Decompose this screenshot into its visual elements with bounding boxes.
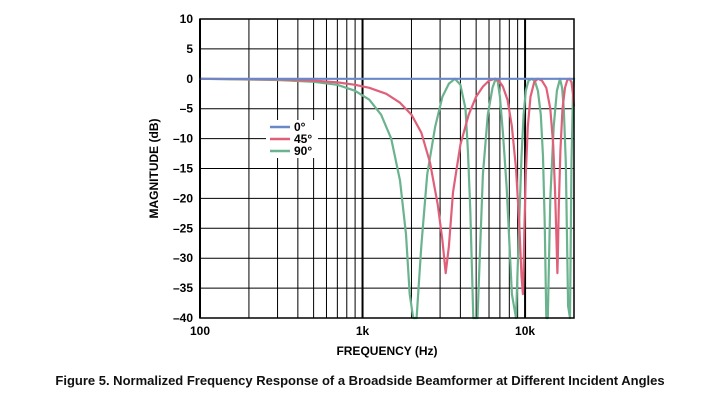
- figure-caption: Figure 5. Normalized Frequency Response …: [55, 373, 665, 388]
- y-tick-label: –30: [173, 251, 193, 265]
- plot-frame: [199, 18, 575, 319]
- x-axis-label: FREQUENCY (Hz): [336, 344, 437, 358]
- series-line-2: [198, 77, 576, 320]
- x-tick-label: 1k: [356, 324, 370, 338]
- legend-label: 90°: [294, 144, 312, 158]
- y-tick-label: –40: [173, 311, 193, 325]
- y-tick-label: –10: [173, 132, 193, 146]
- y-tick-label: –20: [173, 191, 193, 205]
- y-axis-label: MAGNITUDE (dB): [147, 119, 161, 219]
- y-tick-label: –15: [173, 162, 193, 176]
- y-tick-label: –35: [173, 281, 193, 295]
- y-tick-label: 10: [180, 12, 194, 26]
- y-tick-label: –5: [180, 102, 194, 116]
- y-tick-label: –25: [173, 221, 193, 235]
- series-layer: [198, 77, 576, 320]
- x-tick-label: 100: [190, 324, 210, 338]
- y-tick-label: 0: [186, 72, 193, 86]
- legend-label: 0°: [294, 120, 306, 134]
- legend: 0°45°90°: [266, 120, 318, 158]
- y-tick-label: 5: [186, 42, 193, 56]
- series-line-1: [198, 77, 576, 296]
- legend-label: 45°: [294, 132, 312, 146]
- x-tick-label: 10k: [515, 324, 535, 338]
